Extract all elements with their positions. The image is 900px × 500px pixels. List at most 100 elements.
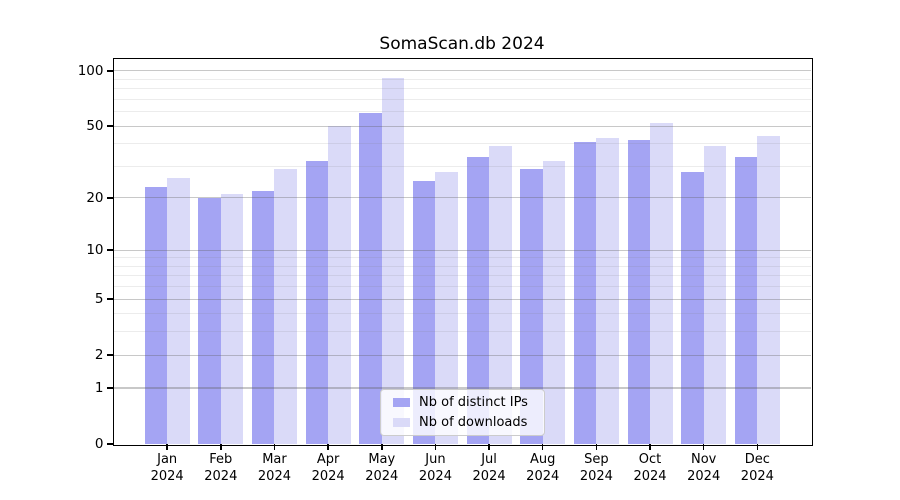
x-tick-label: May 2024 xyxy=(350,452,414,485)
x-tick-label-month: May xyxy=(368,452,396,467)
gridline-minor xyxy=(113,98,811,100)
bar-downloads-oct xyxy=(650,123,673,444)
bar-distinct-ips-jun xyxy=(412,180,436,444)
x-tick xyxy=(649,444,651,450)
y-tick xyxy=(106,125,114,127)
gridline-minor xyxy=(113,165,811,167)
gridline-major xyxy=(113,70,811,72)
x-tick xyxy=(595,444,598,450)
x-tick-label: Jun 2024 xyxy=(403,452,467,485)
bar-downloads-aug xyxy=(542,161,566,444)
gridline-major xyxy=(113,125,811,127)
x-tick xyxy=(434,444,437,450)
bar-distinct-ips-jan xyxy=(144,187,168,444)
gridline-major xyxy=(113,197,811,199)
bar-downloads-nov xyxy=(703,145,727,444)
gridline-major xyxy=(113,249,811,251)
bar-distinct-ips-feb xyxy=(198,197,221,444)
y-tick-label: 50 xyxy=(86,118,104,135)
x-tick-label: Jan 2024 xyxy=(135,452,199,485)
bar-distinct-ips-jul xyxy=(466,156,490,444)
x-tick-label-month: Dec xyxy=(744,452,770,467)
gridline-major xyxy=(113,354,811,356)
x-tick xyxy=(220,444,222,450)
legend-label: Nb of distinct IPs xyxy=(419,395,528,410)
gridline-minor xyxy=(113,331,811,333)
x-tick-label-year: 2024 xyxy=(365,468,399,484)
legend: Nb of distinct IPs Nb of downloads xyxy=(380,389,545,436)
y-tick-label: 10 xyxy=(86,242,104,259)
x-tick-label-month: Apr xyxy=(316,452,340,467)
gridline-minor xyxy=(113,88,811,90)
plot-area xyxy=(113,59,811,444)
bar-downloads-feb xyxy=(220,194,244,444)
x-tick-label: Jul 2024 xyxy=(457,452,521,485)
y-tick-label: 20 xyxy=(86,189,104,206)
x-tick xyxy=(702,444,705,450)
bar-downloads-jul xyxy=(489,145,512,444)
x-tick-label-year: 2024 xyxy=(526,468,560,484)
bar-distinct-ips-dec xyxy=(734,156,758,444)
x-tick-label: Aug 2024 xyxy=(511,452,575,485)
x-tick-label: Mar 2024 xyxy=(242,452,306,485)
bar-distinct-ips-oct xyxy=(627,139,651,444)
legend-swatch xyxy=(393,417,410,428)
x-tick-label-year: 2024 xyxy=(687,468,721,484)
bar-downloads-mar xyxy=(274,169,297,444)
gridline-minor xyxy=(113,275,811,277)
x-tick xyxy=(541,444,544,450)
y-tick xyxy=(106,70,114,72)
y-tick-label: 1 xyxy=(94,379,104,396)
x-tick-label: Nov 2024 xyxy=(672,452,736,485)
x-tick-label-month: Nov xyxy=(691,452,717,467)
bar-distinct-ips-mar xyxy=(251,190,275,444)
bar-downloads-apr xyxy=(328,126,351,444)
y-tick xyxy=(106,443,114,445)
bar-distinct-ips-may xyxy=(359,113,382,444)
x-tick-label-month: Oct xyxy=(638,452,662,467)
y-tick-label: 100 xyxy=(77,62,104,79)
x-tick-label-year: 2024 xyxy=(472,468,506,484)
y-tick-label: 5 xyxy=(94,291,104,308)
x-tick-label-month: Feb xyxy=(209,452,233,467)
gridline-major xyxy=(113,298,811,300)
chart-title: SomaScan.db 2024 xyxy=(379,34,545,54)
y-tick-label: 0 xyxy=(94,436,104,452)
gridline-minor xyxy=(113,313,811,315)
x-tick-label: Feb 2024 xyxy=(189,452,253,485)
x-tick-label-month: Sep xyxy=(584,452,609,467)
x-tick xyxy=(327,444,329,450)
bar-distinct-ips-aug xyxy=(520,169,543,444)
legend-label: Nb of downloads xyxy=(419,415,528,430)
gridline-minor xyxy=(113,257,811,259)
x-tick xyxy=(381,444,383,450)
bar-downloads-sep xyxy=(596,138,619,444)
x-tick xyxy=(488,444,490,450)
y-tick xyxy=(106,354,114,356)
x-tick xyxy=(273,444,276,450)
gridline-minor xyxy=(113,111,811,113)
x-tick-label-month: Jul xyxy=(481,452,497,467)
y-tick xyxy=(106,298,114,300)
x-tick-label-year: 2024 xyxy=(150,468,184,484)
legend-item: Nb of distinct IPs xyxy=(393,395,532,410)
x-tick-label: Apr 2024 xyxy=(296,452,360,485)
y-tick xyxy=(106,249,114,251)
x-tick xyxy=(166,444,168,450)
x-tick-label-year: 2024 xyxy=(257,468,291,484)
gridline-minor xyxy=(113,265,811,267)
x-tick-label-year: 2024 xyxy=(418,468,452,484)
x-tick-label-month: Aug xyxy=(530,452,556,467)
legend-swatch xyxy=(393,397,410,408)
x-tick-label: Sep 2024 xyxy=(564,452,628,485)
gridline-minor xyxy=(113,143,811,145)
x-tick-label: Dec 2024 xyxy=(725,452,789,485)
x-tick-label-month: Mar xyxy=(262,452,287,467)
x-tick-label-year: 2024 xyxy=(740,468,774,484)
x-tick xyxy=(756,444,759,450)
x-tick-label-year: 2024 xyxy=(579,468,613,484)
x-tick-label-month: Jan xyxy=(157,452,178,467)
x-tick-label-year: 2024 xyxy=(633,468,667,484)
gridline-major xyxy=(113,387,811,389)
